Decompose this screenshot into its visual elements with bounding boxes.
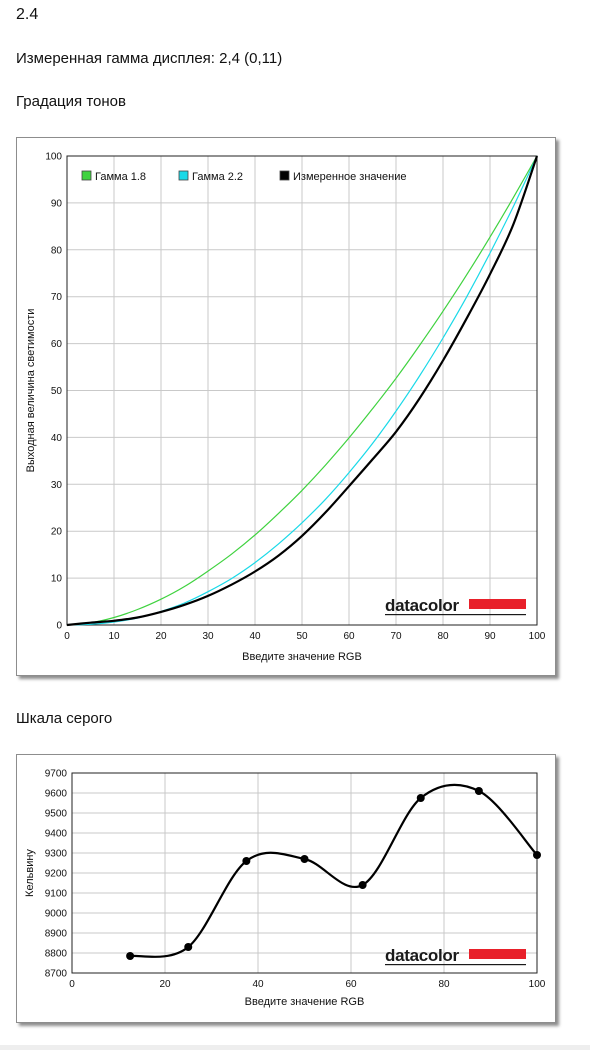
x-tick-label: 10	[108, 631, 120, 642]
x-tick-label: 20	[159, 979, 171, 990]
tone-gradation-chart-panel: 0 10 20 30 40 50 60 70 80 90 100 0 10 20 30 40 50 60 70 80 9…	[16, 137, 556, 676]
y-tick-label: 0	[56, 621, 62, 632]
x-tick-label: 60	[343, 631, 355, 642]
brand-logo-bar	[469, 949, 526, 959]
data-point	[126, 952, 135, 960]
legend-swatch-1	[81, 170, 92, 181]
x-tick-label: 90	[484, 631, 496, 642]
y-tick-label: 70	[51, 292, 63, 303]
x-tick-label: 70	[390, 631, 402, 642]
x-axis-label: Введите значение RGB	[242, 651, 362, 663]
y-tick-label: 8700	[45, 969, 68, 980]
y-tick-label: 100	[45, 152, 62, 163]
y-tick-label: 9100	[45, 889, 68, 900]
series-line-3	[66, 155, 539, 627]
y-tick-label: 9400	[45, 829, 68, 840]
measured-gamma-text: Измеренная гамма дисплея: 2,4 (0,11)	[16, 50, 283, 67]
y-tick-label: 8900	[45, 929, 68, 940]
data-point	[474, 787, 483, 795]
brand-logo-underline	[385, 614, 526, 616]
data-point	[416, 794, 425, 802]
x-tick-label: 30	[202, 631, 214, 642]
legend-swatch-2	[178, 170, 189, 181]
brand-logo-underline	[385, 964, 526, 966]
data-point	[184, 943, 193, 951]
data-point	[533, 851, 541, 859]
brand-logo-text: datacolor	[385, 946, 460, 965]
brand-logo-bar	[469, 599, 526, 609]
x-tick-label: 80	[438, 979, 450, 990]
page-heading: 2.4	[16, 6, 39, 23]
x-tick-label: 100	[529, 979, 546, 990]
legend-label-1: Гамма 1.8	[95, 171, 146, 183]
y-tick-label: 60	[51, 339, 63, 350]
y-tick-label: 40	[51, 433, 63, 444]
footer-bar	[0, 1045, 590, 1050]
y-axis-label: Кельвину	[24, 849, 36, 897]
y-tick-label: 9200	[45, 869, 68, 880]
y-tick-label: 90	[51, 198, 63, 209]
x-tick-label: 100	[529, 631, 546, 642]
grayscale-chart: 0 20 40 60 80 100 8700 8800 8900 9000 9100 9200 9300…	[24, 769, 546, 1009]
plot-area-frame	[66, 155, 538, 626]
legend-label-3: Измеренное значение	[293, 171, 407, 183]
data-point	[300, 855, 309, 863]
y-tick-label: 80	[51, 245, 63, 256]
plot-area-frame	[71, 772, 538, 974]
y-tick-label: 9600	[45, 789, 68, 800]
y-tick-label: 20	[51, 527, 63, 538]
legend-label-2: Гамма 2.2	[192, 171, 243, 183]
y-axis-label: Выходная величина светимости	[25, 309, 37, 473]
y-tick-label: 50	[51, 386, 63, 397]
x-tick-label: 50	[296, 631, 308, 642]
y-tick-label: 30	[51, 480, 63, 491]
y-tick-label: 9000	[45, 909, 68, 920]
brand-logo-text: datacolor	[385, 596, 460, 615]
data-point	[358, 881, 367, 889]
y-tick-label: 8800	[45, 949, 68, 960]
x-axis-label: Введите значение RGB	[245, 996, 365, 1008]
y-tick-label: 9500	[45, 809, 68, 820]
tone-gradation-chart: 0 10 20 30 40 50 60 70 80 90 100 0 10 20 30 40 50 60 70 80 9…	[25, 152, 546, 664]
data-point	[242, 857, 251, 865]
x-tick-label: 0	[64, 631, 70, 642]
x-tick-label: 20	[155, 631, 167, 642]
x-tick-label: 40	[249, 631, 261, 642]
legend-swatch-3	[279, 170, 290, 181]
y-tick-label: 9300	[45, 849, 68, 860]
x-tick-label: 60	[345, 979, 357, 990]
grayscale-chart-panel: 0 20 40 60 80 100 8700 8800 8900 9000 9100 9200 9300…	[16, 754, 556, 1023]
section-title-grayscale: Шкала серого	[16, 710, 113, 727]
x-tick-label: 80	[437, 631, 449, 642]
y-tick-label: 9700	[45, 769, 68, 780]
section-title-tone-gradation: Градация тонов	[16, 93, 126, 110]
series-line-1	[66, 155, 538, 626]
y-tick-label: 10	[51, 574, 63, 585]
x-tick-label: 0	[69, 979, 75, 990]
x-tick-label: 40	[252, 979, 264, 990]
series-line-kelvin	[129, 783, 538, 958]
